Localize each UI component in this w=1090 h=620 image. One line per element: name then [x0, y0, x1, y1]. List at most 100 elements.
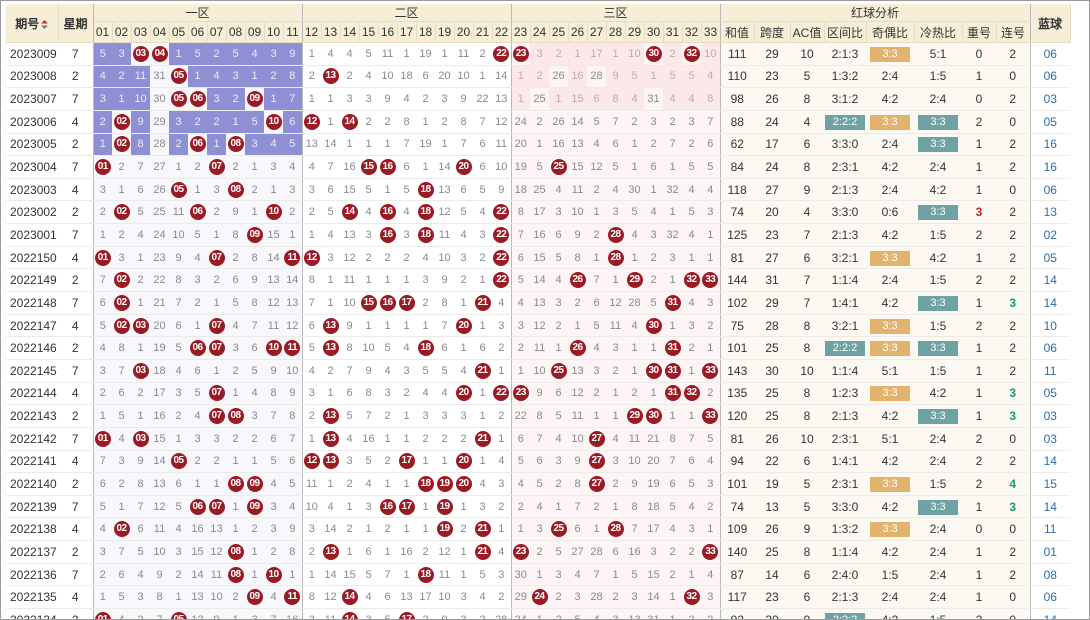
- consecutive-value: 3: [1009, 386, 1017, 401]
- span-cell: 17: [754, 133, 790, 157]
- miss-cell: 4: [492, 540, 512, 564]
- hit-cell: 14: [340, 110, 359, 134]
- miss-cell: 3: [644, 540, 663, 564]
- miss-cell: 1: [473, 404, 492, 428]
- miss-cell: 8: [131, 133, 150, 157]
- red-ball-13: 13: [322, 453, 339, 470]
- miss-cell: 6: [112, 563, 131, 587]
- miss-cell: 2: [378, 246, 397, 270]
- repeat-value: 2: [975, 114, 983, 129]
- miss-cell: 1: [416, 517, 435, 542]
- red-ball-07: 07: [208, 159, 225, 176]
- hit-cell: 18: [416, 223, 435, 247]
- ac-value: 8: [803, 318, 811, 333]
- hot-cold-value: 2:4: [929, 454, 947, 469]
- span-value: 22: [765, 454, 779, 469]
- miss-cell: 1: [663, 404, 682, 428]
- miss-cell: 32: [663, 178, 682, 202]
- miss-cell: 28: [587, 585, 606, 610]
- miss-cell: 6: [435, 336, 454, 360]
- miss-cell: 13: [568, 133, 587, 157]
- hot-cold-cell: 2:4: [914, 155, 962, 179]
- repeat-cell: 1: [962, 291, 996, 315]
- red-ball-25: 25: [550, 521, 567, 538]
- miss-cell: 5: [131, 540, 150, 564]
- hit-cell: 22: [492, 223, 512, 247]
- ac-value: 9: [803, 522, 811, 537]
- hit-cell: 20: [454, 155, 473, 179]
- ac-value: 6: [803, 250, 811, 265]
- miss-cell: 1: [188, 178, 207, 202]
- miss-cell: 2: [207, 268, 226, 293]
- miss-cell: 3: [682, 517, 701, 542]
- hot-cold-cell: 2:4: [914, 563, 962, 587]
- issue-header[interactable]: 期号: [6, 4, 59, 43]
- hit-cell: 03: [131, 427, 150, 451]
- red-ball-28: 28: [607, 521, 624, 538]
- red-ball-25: 25: [550, 362, 567, 379]
- hit-cell: 22: [492, 246, 512, 270]
- consecutive-value: 2: [1009, 567, 1017, 582]
- hit-cell: 17: [397, 608, 416, 619]
- miss-cell: 12: [340, 246, 359, 270]
- miss-cell: 28: [492, 608, 512, 619]
- zone-ratio-cell: 3:3:0: [824, 133, 866, 157]
- miss-cell: 4: [663, 87, 682, 111]
- red-ball-17: 17: [398, 498, 415, 515]
- span-cell: 25: [754, 404, 790, 428]
- miss-cell: 4: [359, 200, 378, 225]
- miss-cell: 12: [207, 540, 226, 564]
- miss-cell: 3: [169, 540, 188, 564]
- miss-cell: 7: [112, 540, 131, 564]
- sort-arrows-icon[interactable]: [41, 19, 49, 29]
- miss-cell: 3: [245, 133, 264, 157]
- red-ball-06: 06: [189, 136, 206, 153]
- miss-cell: 7: [321, 155, 340, 179]
- week-cell: 2: [58, 404, 94, 428]
- miss-cell: 17: [644, 517, 663, 542]
- ac-cell: 8: [790, 540, 824, 564]
- miss-cell: 3: [549, 563, 568, 587]
- miss-cell: 1: [226, 608, 245, 619]
- hit-cell: 13: [321, 336, 340, 360]
- red-ball-12: 12: [303, 249, 320, 266]
- hit-cell: 12: [302, 450, 321, 474]
- red-ball-02: 02: [113, 272, 130, 289]
- miss-cell: 4: [625, 223, 644, 247]
- miss-cell: 4: [587, 336, 606, 360]
- consecutive-cell: 4: [996, 472, 1031, 496]
- miss-cell: 2: [207, 42, 226, 66]
- table-row: 2022144 4 2 6 2 17 3 5 07 1 4 8 9 3 1 6 8 3 2 4 4 20 1 22 23 9 6 12…: [6, 382, 1070, 406]
- miss-cell: 13: [283, 291, 303, 315]
- zone-ratio-cell: 1:3:2: [824, 517, 866, 542]
- miss-cell: 5: [701, 155, 721, 179]
- week-cell: 4: [58, 585, 94, 610]
- odd-even-cell: 4:2: [866, 87, 914, 111]
- number-header-15: 15: [359, 21, 379, 43]
- miss-cell: 3: [606, 608, 625, 619]
- zone-ratio-value: 3:3:0: [831, 137, 859, 152]
- ac-value: 8: [803, 341, 811, 356]
- red-ball-27: 27: [588, 430, 605, 447]
- miss-cell: 1: [416, 495, 435, 519]
- miss-cell: 3: [606, 450, 625, 474]
- miss-cell: 1: [207, 223, 226, 247]
- odd-even-cell: 2:4: [866, 65, 914, 89]
- issue-cell: 2022138: [6, 517, 58, 542]
- sum-value: 101: [727, 341, 748, 356]
- miss-cell: 14: [264, 246, 283, 270]
- consecutive-cell: 2: [996, 450, 1031, 474]
- sum-cell: 74: [720, 200, 754, 225]
- miss-cell: 4: [207, 65, 226, 89]
- miss-cell: 14: [435, 155, 454, 179]
- red-ball-30: 30: [645, 45, 662, 62]
- miss-cell: 4: [302, 155, 321, 179]
- red-ball-18: 18: [417, 475, 434, 492]
- miss-cell: 3: [454, 404, 473, 428]
- hot-cold-cell: 3:3: [914, 291, 962, 315]
- miss-cell: 5: [625, 563, 644, 587]
- miss-cell: 2: [340, 517, 359, 542]
- span-value: 31: [765, 273, 779, 288]
- miss-cell: 1: [625, 155, 644, 179]
